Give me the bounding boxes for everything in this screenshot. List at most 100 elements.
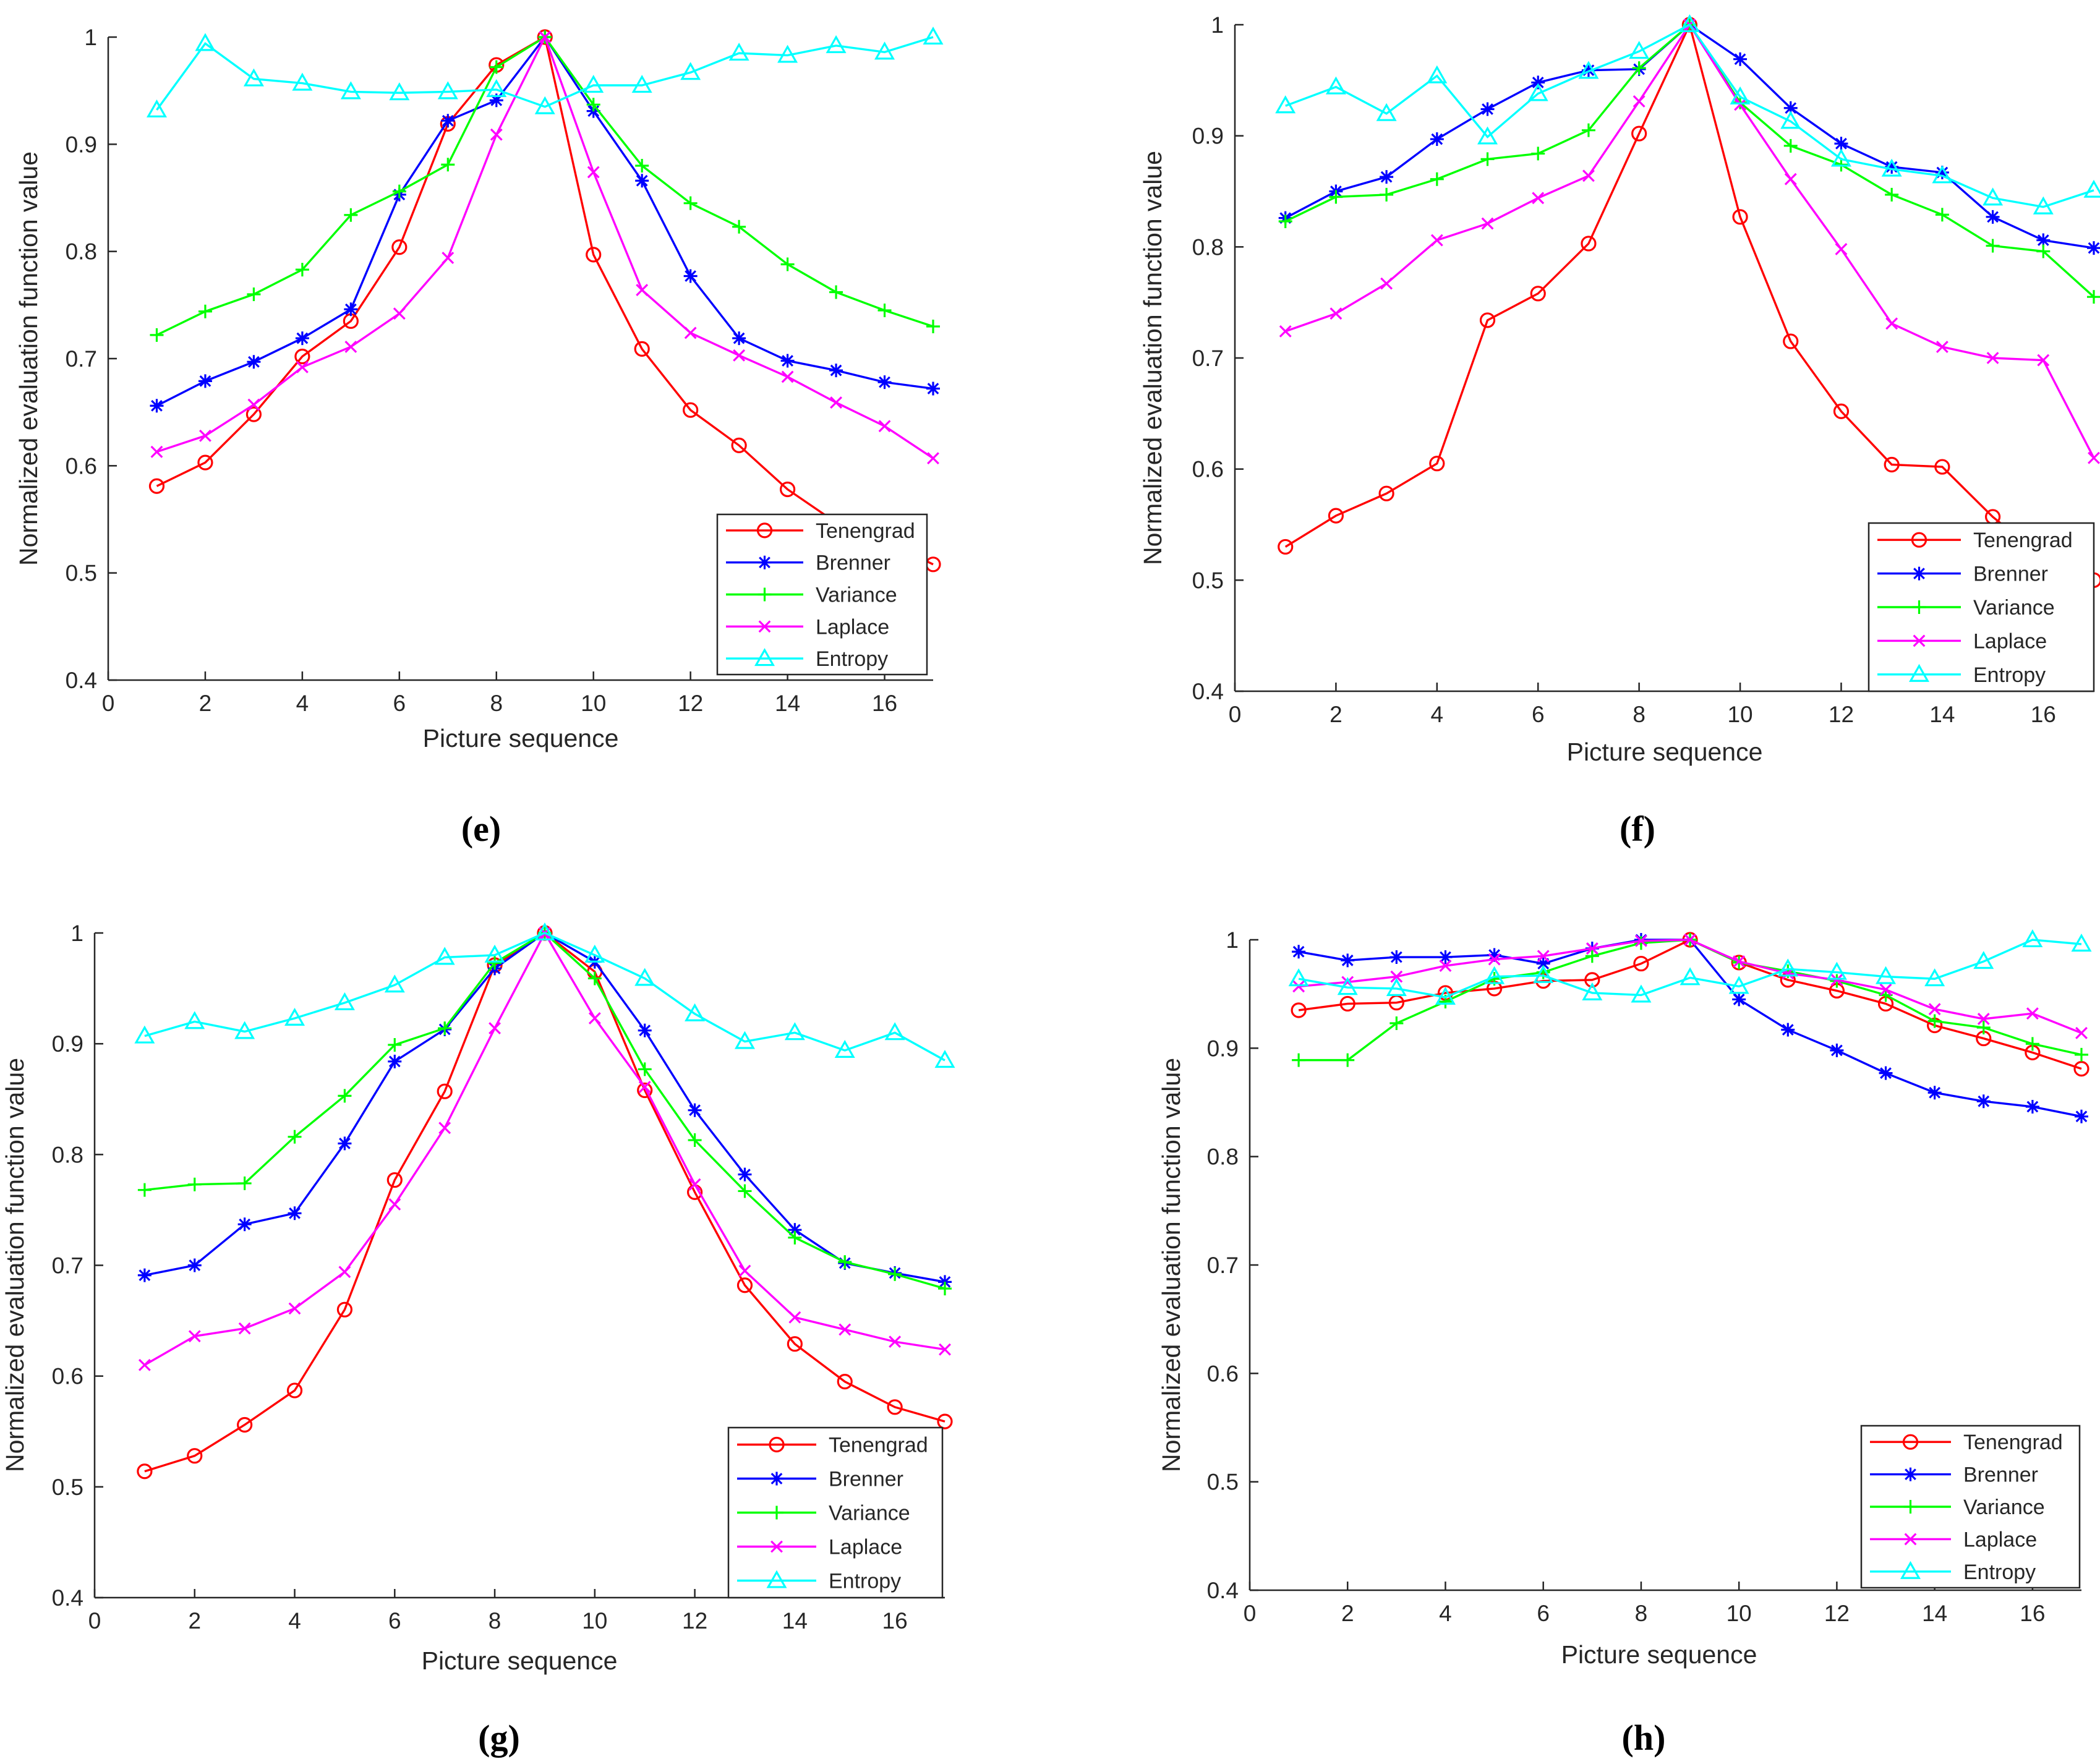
data-point: [1835, 242, 1848, 255]
x-tick-label: 0: [102, 691, 115, 716]
x-tick-label: 8: [489, 1608, 502, 1633]
x-tick-label: 12: [1829, 702, 1854, 727]
data-point: [637, 1082, 653, 1099]
y-axis-label: Normalized evaluation function value: [1157, 1058, 1185, 1472]
x-tick-label: 10: [1727, 702, 1752, 727]
legend-swatch-marker: [770, 1540, 783, 1553]
data-point: [184, 1011, 205, 1029]
data-point: [1390, 970, 1403, 983]
y-tick-label: 1: [84, 25, 97, 50]
data-point: [1386, 977, 1407, 996]
data-point: [1977, 1013, 1990, 1025]
data-point: [1833, 403, 1850, 419]
legend-label: Tenengrad: [816, 519, 915, 543]
data-point: [1631, 984, 1652, 1003]
x-axis-label: Picture sequence: [1567, 738, 1763, 766]
legend: Tenengrad Brenner Variance Laplace Entropy: [1867, 522, 2095, 692]
y-tick-label: 0.7: [1207, 1253, 1239, 1278]
data-point: [1487, 948, 1501, 962]
series-line: [156, 34, 934, 459]
data-point: [1278, 539, 1294, 555]
data-point: [1536, 956, 1550, 971]
data-point: [1976, 1021, 1991, 1035]
data-point: [2075, 1026, 2088, 1039]
data-point: [1291, 1002, 1307, 1018]
legend-label: Laplace: [1963, 1528, 2037, 1551]
data-point: [1279, 325, 1292, 338]
data-point: [490, 128, 503, 141]
data-point: [338, 1136, 352, 1151]
series-entropy: [1275, 14, 2100, 215]
data-point: [197, 454, 213, 471]
data-point: [198, 374, 212, 388]
data-point: [1734, 98, 1746, 111]
legend-label: Laplace: [829, 1536, 902, 1559]
data-point: [631, 75, 652, 93]
x-tick-label: 2: [1341, 1601, 1354, 1626]
data-point: [634, 968, 655, 986]
legend-swatch-marker: [770, 1506, 783, 1520]
data-point: [834, 1039, 855, 1058]
data-point: [683, 269, 698, 283]
x-tick-label: 10: [1727, 1601, 1752, 1626]
data-point: [195, 33, 216, 51]
data-point: [1380, 277, 1393, 290]
data-point: [1292, 945, 1306, 959]
data-point: [1830, 1043, 1844, 1057]
data-point: [391, 239, 408, 255]
legend-label: Variance: [1963, 1496, 2045, 1519]
data-point: [938, 1282, 952, 1296]
data-point: [738, 1264, 751, 1277]
data-point: [138, 1358, 151, 1371]
data-point: [1582, 982, 1603, 1000]
data-point: [1480, 102, 1495, 116]
data-point: [838, 1255, 852, 1269]
x-tick-label: 10: [582, 1608, 607, 1633]
data-point: [1633, 955, 1649, 972]
data-point: [587, 166, 600, 179]
series-line: [1284, 22, 2094, 581]
x-tick-label: 6: [388, 1608, 401, 1633]
data-point: [1973, 951, 1994, 969]
data-point: [1834, 137, 1848, 151]
y-tick-label: 0.9: [1207, 1036, 1239, 1061]
data-point: [889, 1335, 902, 1348]
series-line: [1298, 939, 2082, 1118]
data-point: [588, 1012, 601, 1024]
data-point: [288, 1206, 302, 1220]
data-point: [732, 331, 746, 346]
legend-swatch-marker: [1904, 1533, 1917, 1546]
data-point: [344, 208, 358, 222]
legend-swatch-marker: [770, 1472, 783, 1486]
data-point: [237, 1416, 253, 1433]
data-point: [247, 287, 261, 301]
data-point: [484, 944, 505, 963]
legend-label: Entropy: [816, 647, 888, 671]
legend-label: Entropy: [829, 1570, 901, 1593]
data-point: [2036, 233, 2051, 247]
legend-label: Laplace: [1973, 629, 2047, 653]
data-point: [1537, 950, 1550, 963]
x-tick-label: 4: [1439, 1601, 1452, 1626]
y-tick-label: 0.8: [1192, 234, 1224, 260]
data-point: [1278, 215, 1292, 229]
series-line: [1285, 22, 2095, 459]
legend-swatch-marker: [1903, 1500, 1918, 1514]
legend: Tenengrad Brenner Variance Laplace Entropy: [716, 513, 928, 676]
data-point: [877, 304, 892, 317]
data-point: [1830, 148, 1851, 167]
data-point: [137, 1268, 152, 1282]
data-point: [2033, 196, 2054, 215]
legend-label: Tenengrad: [1973, 529, 2073, 552]
y-tick-label: 0.9: [1192, 124, 1224, 149]
data-point: [247, 355, 261, 369]
data-point: [2087, 241, 2100, 255]
legend-label: Entropy: [1973, 663, 2046, 687]
y-tick-label: 0.7: [1192, 346, 1224, 371]
data-point: [1339, 995, 1355, 1012]
data-point: [1531, 147, 1545, 161]
data-point: [288, 1302, 301, 1315]
data-point: [788, 1230, 802, 1245]
data-point: [288, 1130, 302, 1144]
data-point: [438, 1122, 451, 1135]
